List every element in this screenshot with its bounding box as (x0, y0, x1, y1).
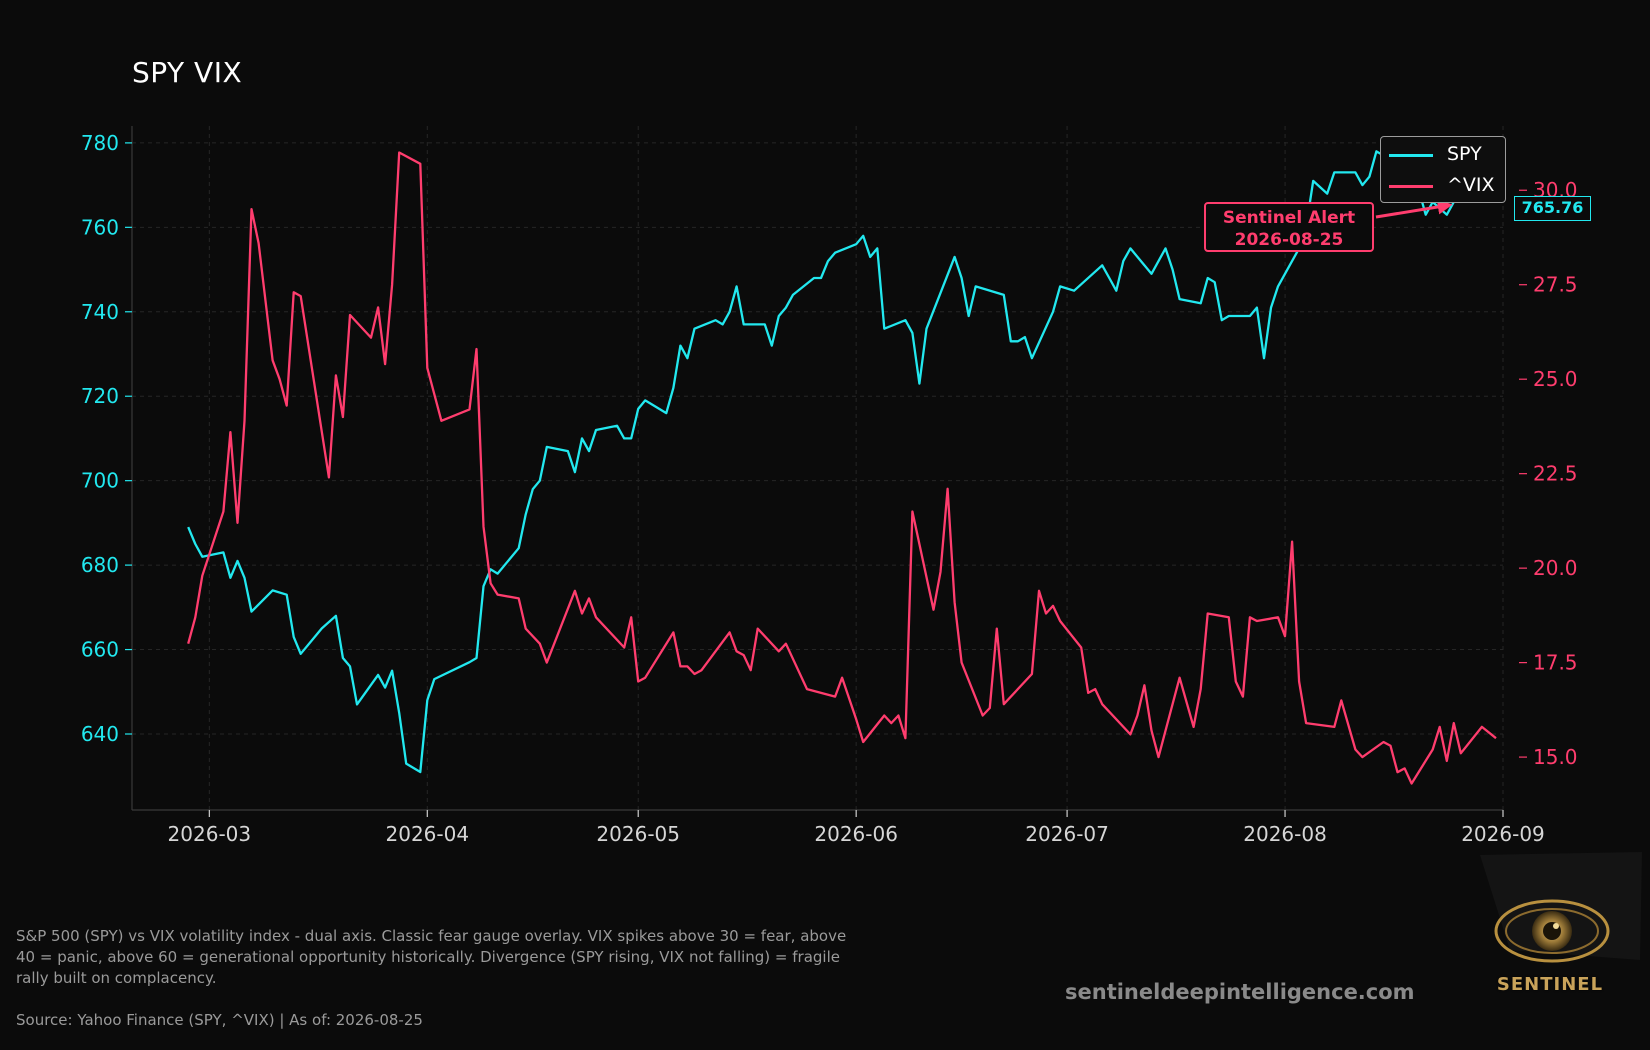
y-right-tick-label: 15.0 (1533, 745, 1578, 769)
grid (132, 126, 1504, 810)
alert-line-1: Sentinel Alert (1222, 208, 1356, 228)
legend-label-spy: SPY (1447, 143, 1482, 165)
sentinel-logo-text: SENTINEL (1496, 974, 1604, 995)
legend-swatch-spy (1389, 154, 1433, 157)
x-tick-label: 2026-06 (814, 822, 898, 846)
y-left-tick-label: 660 (81, 638, 119, 662)
last-value-badge: 765.76 (1514, 196, 1591, 221)
series (187, 150, 1497, 785)
chart-title: SPY VIX (132, 56, 243, 89)
annotations (1375, 199, 1453, 219)
y-left-tick-label: 760 (81, 215, 119, 239)
website-link[interactable]: sentineldeepintelligence.com (1065, 980, 1415, 1004)
axes: 2026-03 2026-04 2026-05 2026-06 2026-07 2026-… (81, 126, 1578, 846)
alert-line-2: 2026-08-25 (1234, 230, 1344, 250)
y-left-tick-label: 680 (81, 553, 119, 577)
y-left-tick-label: 700 (81, 469, 119, 493)
x-tick-label: 2026-05 (596, 822, 680, 846)
y-right-tick-label: 25.0 (1533, 367, 1578, 391)
y-right-tick-label: 17.5 (1533, 651, 1578, 675)
sentinel-alert-annotation: Sentinel Alert 2026-08-25 (1204, 202, 1374, 252)
x-tick-label: 2026-09 (1461, 822, 1545, 846)
x-tick-label: 2026-08 (1243, 822, 1327, 846)
legend-item-vix: ^VIX (1381, 171, 1505, 201)
legend-item-spy: SPY (1381, 140, 1505, 170)
y-right-tick-label: 20.0 (1533, 556, 1578, 580)
y-left-tick-label: 720 (81, 384, 119, 408)
x-tick-label: 2026-04 (386, 822, 470, 846)
legend: SPY ^VIX (1380, 136, 1506, 203)
source-note: Source: Yahoo Finance (SPY, ^VIX) | As o… (16, 1011, 423, 1029)
spy-line (187, 150, 1455, 774)
legend-label-vix: ^VIX (1447, 174, 1495, 196)
x-tick-label: 2026-07 (1025, 822, 1109, 846)
chart-caption: S&P 500 (SPY) vs VIX volatility index - … (16, 927, 847, 987)
y-left-tick-label: 780 (81, 131, 119, 155)
y-left-tick-label: 640 (81, 722, 119, 746)
y-right-tick-label: 22.5 (1533, 462, 1578, 486)
sentinel-eye-icon (1480, 852, 1642, 963)
y-right-tick-label: 27.5 (1533, 273, 1578, 297)
alert-arrow (1375, 199, 1453, 219)
y-left-tick-label: 740 (81, 300, 119, 324)
x-tick-label: 2026-03 (168, 822, 252, 846)
legend-swatch-vix (1389, 185, 1433, 188)
vix-line (187, 151, 1497, 785)
